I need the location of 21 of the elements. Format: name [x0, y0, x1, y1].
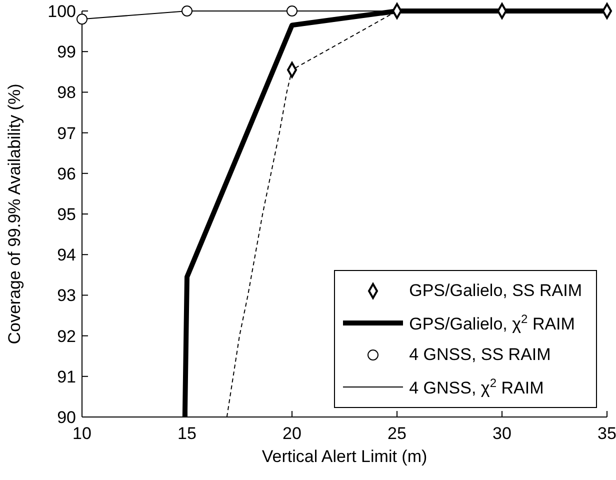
- legend-label: GPS/Galielo, χ$^{2}$ RAIM: [409, 312, 575, 334]
- y-tick-label: 91: [57, 367, 76, 386]
- x-tick-label: 15: [178, 424, 196, 444]
- x-tick-label: 35: [598, 424, 616, 444]
- y-tick-label: 94: [57, 246, 76, 265]
- y-tick-label: 97: [57, 124, 76, 143]
- y-tick-label: 98: [57, 83, 76, 102]
- x-tick-label: 30: [492, 424, 512, 444]
- y-tick-label: 99: [57, 42, 76, 62]
- x-axis-title: Vertical Alert Limit (m): [262, 447, 428, 466]
- x-tick-label: 20: [282, 424, 302, 444]
- x-tick-label: 25: [388, 424, 406, 444]
- y-tick-label: 96: [57, 164, 76, 184]
- legend-label: 4 GNSS, χ$^{2}$ RAIM: [409, 376, 544, 398]
- y-tick-label: 100: [48, 2, 76, 22]
- y-axis-title: Coverage of 99.9% Availability (%): [5, 84, 24, 344]
- y-tick-label: 95: [57, 205, 76, 224]
- y-tick-label: 92: [57, 326, 76, 346]
- legend-label: 4 GNSS, SS RAIM: [409, 345, 551, 364]
- legend-label: GPS/Galielo, SS RAIM: [409, 281, 582, 300]
- y-tick-label: 93: [57, 286, 76, 306]
